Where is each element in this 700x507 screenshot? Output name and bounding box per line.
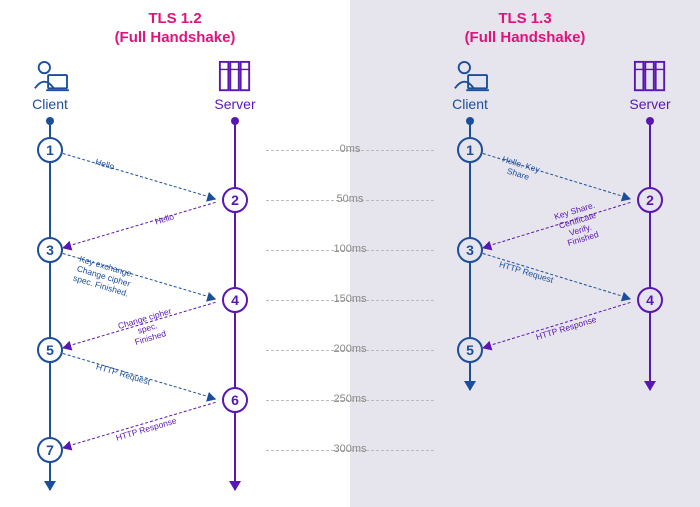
step-node: 1 bbox=[457, 137, 483, 163]
step-node: 6 bbox=[222, 387, 248, 413]
client-timeline-left bbox=[49, 120, 51, 490]
step-node: 7 bbox=[37, 437, 63, 463]
client-icon bbox=[31, 60, 69, 94]
scale-label: 300ms bbox=[275, 443, 425, 455]
title-tls12: TLS 1.2(Full Handshake) bbox=[0, 10, 350, 48]
diagram-canvas: TLS 1.2(Full Handshake) TLS 1.3(Full Han… bbox=[0, 0, 700, 507]
step-node: 2 bbox=[222, 187, 248, 213]
client-actor-left: Client bbox=[25, 60, 75, 112]
step-node: 4 bbox=[637, 287, 663, 313]
step-node: 5 bbox=[457, 337, 483, 363]
step-node: 3 bbox=[457, 237, 483, 263]
server-icon bbox=[631, 60, 669, 94]
step-node: 5 bbox=[37, 337, 63, 363]
server-label: Server bbox=[629, 96, 670, 112]
step-node: 3 bbox=[37, 237, 63, 263]
scale-label: 150ms bbox=[275, 293, 425, 305]
server-actor-left: Server bbox=[210, 60, 260, 112]
server-label: Server bbox=[214, 96, 255, 112]
scale-label: 200ms bbox=[275, 343, 425, 355]
client-label: Client bbox=[452, 96, 488, 112]
server-timeline-right bbox=[649, 120, 651, 390]
scale-label: 250ms bbox=[275, 393, 425, 405]
scale-label: 50ms bbox=[275, 193, 425, 205]
step-node: 1 bbox=[37, 137, 63, 163]
scale-label: 100ms bbox=[275, 243, 425, 255]
step-node: 2 bbox=[637, 187, 663, 213]
title-tls13: TLS 1.3(Full Handshake) bbox=[350, 10, 700, 48]
server-icon bbox=[216, 60, 254, 94]
client-actor-right: Client bbox=[445, 60, 495, 112]
server-actor-right: Server bbox=[625, 60, 675, 112]
client-label: Client bbox=[32, 96, 68, 112]
scale-label: 0ms bbox=[275, 143, 425, 155]
client-icon bbox=[451, 60, 489, 94]
step-node: 4 bbox=[222, 287, 248, 313]
